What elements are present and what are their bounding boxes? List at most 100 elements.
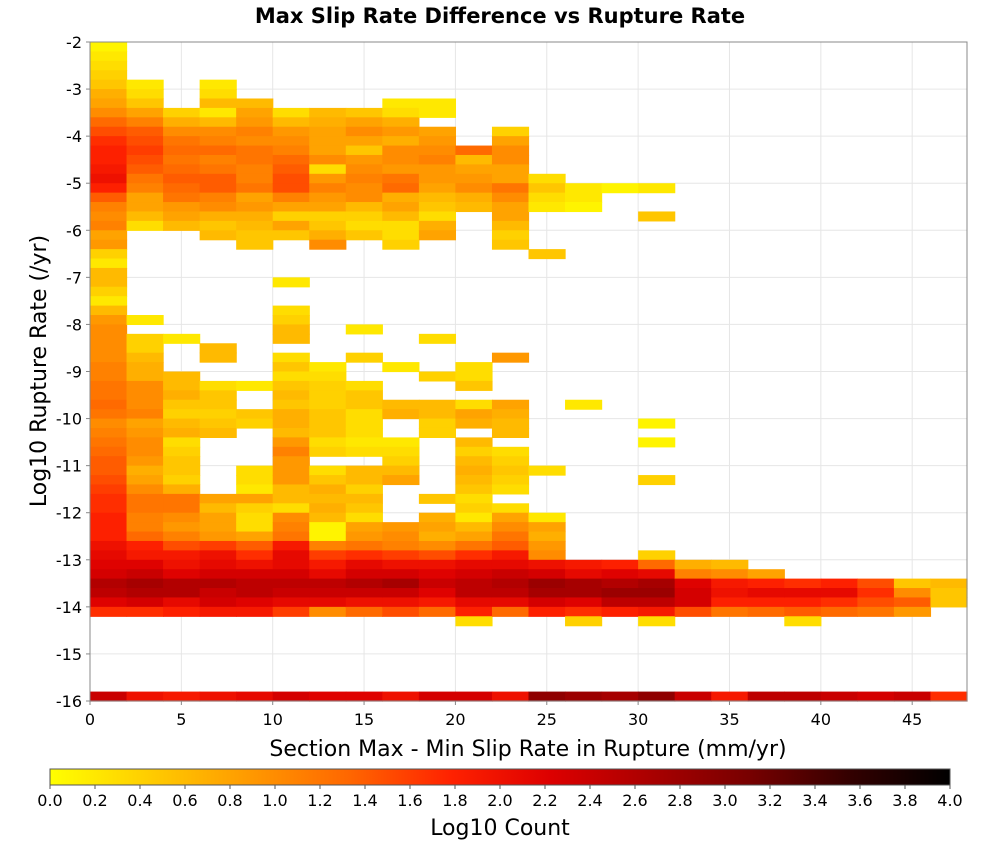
heatmap-cell [90,578,128,589]
heatmap-cell [345,145,383,156]
y-tick-label: -15 [56,645,82,664]
heatmap-cell [272,277,310,288]
heatmap-cell [236,559,274,570]
heatmap-cell [90,691,128,702]
heatmap-cell [236,465,274,476]
heatmap-cell [455,418,493,429]
heatmap-cell [236,126,274,137]
heatmap-cell [126,352,164,363]
heatmap-cell [345,107,383,118]
heatmap-cell [601,559,639,570]
heatmap-cell [345,691,383,702]
heatmap-cell [163,540,201,551]
colorbar-tick-label: 3.6 [847,791,872,810]
heatmap-cell [272,588,310,599]
heatmap-cell [382,597,420,608]
heatmap-cell [236,512,274,523]
heatmap-cell [382,550,420,561]
heatmap-cell [345,380,383,391]
heatmap-cell [272,437,310,448]
heatmap-cell [90,249,128,260]
heatmap-cell [236,418,274,429]
heatmap-cell [272,418,310,429]
heatmap-cell [638,183,676,194]
heatmap-cell [455,192,493,203]
heatmap-cell [163,446,201,457]
heatmap-cell [309,362,347,373]
heatmap-cell [345,493,383,504]
heatmap-cell [90,230,128,241]
heatmap-cell [90,390,128,401]
heatmap-cell [163,475,201,486]
heatmap-cell [565,691,603,702]
heatmap-cell [857,578,895,589]
heatmap-cell [418,512,457,523]
heatmap-cell [418,399,457,410]
heatmap-cell [382,154,420,165]
heatmap-cell [199,192,237,203]
heatmap-cell [126,211,164,222]
heatmap-cell [163,569,201,580]
heatmap-cell [126,192,164,203]
heatmap-cell [272,202,310,213]
heatmap-cell [418,606,457,617]
heatmap-cell [528,183,566,194]
heatmap-cell [309,578,347,589]
heatmap-cell [309,183,347,194]
heatmap-cell [601,578,639,589]
heatmap-cell [930,597,968,608]
heatmap-cell [126,578,164,589]
heatmap-cell [272,569,310,580]
heatmap-cell [893,606,932,617]
heatmap-cell [309,427,347,438]
heatmap-cell [309,154,347,165]
heatmap-cell [638,578,676,589]
heatmap-cell [199,493,237,504]
heatmap-cell [565,578,603,589]
heatmap-cell [674,597,712,608]
heatmap-cell [309,493,347,504]
heatmap-cell [528,559,566,570]
heatmap-cell [528,569,566,580]
heatmap-cell [126,588,164,599]
heatmap-cell [126,89,164,100]
heatmap-cell [272,107,310,118]
heatmap-cell [309,531,347,542]
heatmap-cell [272,305,310,316]
heatmap-cell [126,117,164,128]
heatmap-cell [309,239,347,250]
heatmap-cell [382,136,420,147]
heatmap-cell [455,578,493,589]
heatmap-cell [90,296,128,307]
heatmap-cell [418,540,457,551]
heatmap-cell [90,107,128,118]
y-tick-label: -11 [56,457,82,476]
heatmap-cell [199,173,237,184]
heatmap-cell [309,522,347,533]
colorbar-tick-label: 1.0 [262,791,287,810]
heatmap-cell [345,588,383,599]
heatmap-cell [784,578,822,589]
heatmap-cell [272,578,310,589]
heatmap-cell [90,380,128,391]
heatmap-cell [90,371,128,382]
heatmap-cell [90,239,128,250]
heatmap-cell [272,456,310,467]
heatmap-cell [163,390,201,401]
heatmap-cell [345,437,383,448]
heatmap-cell [272,362,310,373]
heatmap-cell [309,550,347,561]
heatmap-cell [163,220,201,231]
heatmap-cell [382,606,420,617]
heatmap-cell [90,362,128,373]
heatmap-cell [382,588,420,599]
heatmap-cell [199,522,237,533]
heatmap-cell [418,145,457,156]
heatmap-cell [491,173,530,184]
heatmap-cell [163,531,201,542]
heatmap-cell [674,578,712,589]
heatmap-cell [272,145,310,156]
heatmap-cell [893,578,932,589]
heatmap-cell [309,107,347,118]
heatmap-cell [90,427,128,438]
